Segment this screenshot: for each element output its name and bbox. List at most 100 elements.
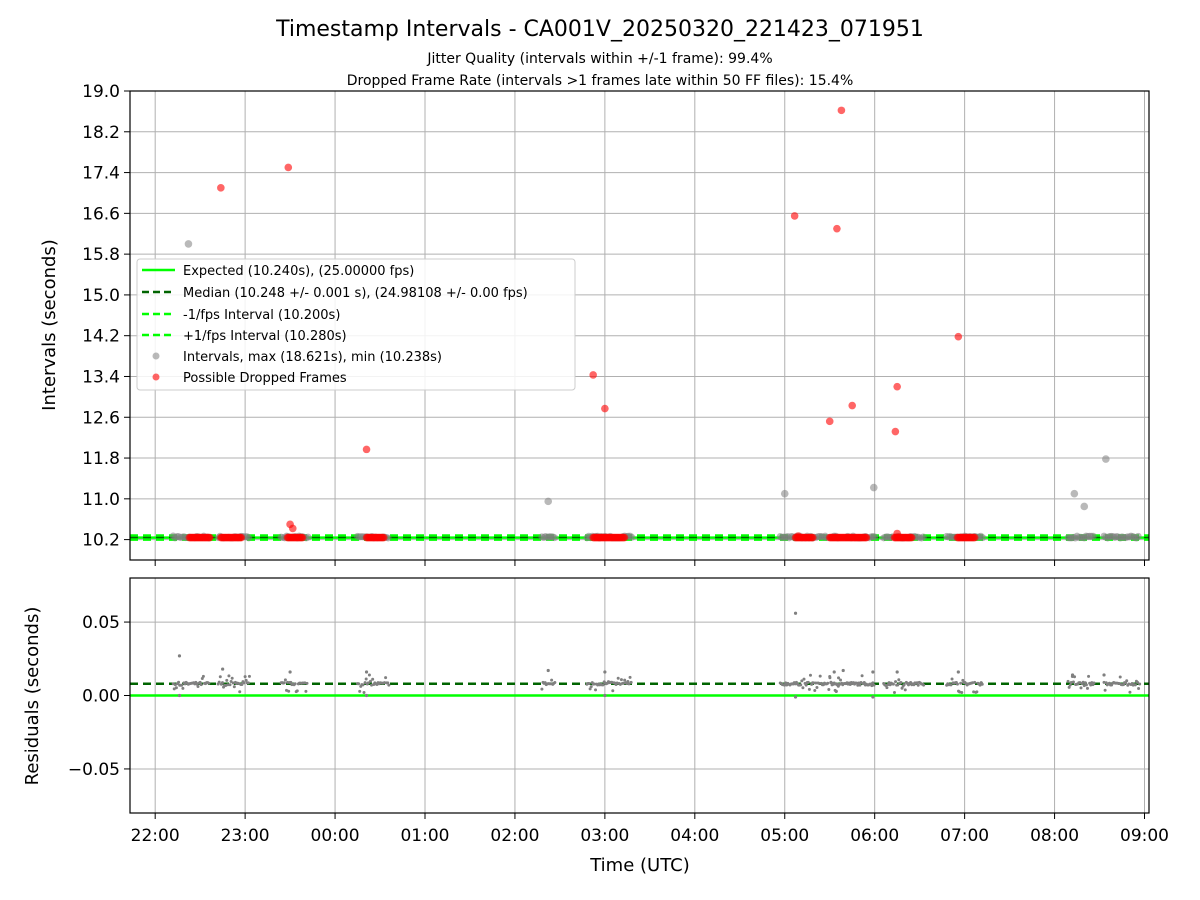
residual-point xyxy=(207,681,211,685)
legend-entry-median: Median (10.248 +/- 0.001 s), (24.98108 +… xyxy=(183,286,528,301)
residual-point xyxy=(897,678,901,682)
residual-point xyxy=(619,678,623,682)
interval-point xyxy=(780,489,789,498)
residual-point xyxy=(247,674,251,678)
residual-point xyxy=(603,670,607,674)
residual-point xyxy=(1133,683,1137,687)
residual-point xyxy=(228,683,232,687)
dropped-frame-point xyxy=(380,533,388,542)
residual-point xyxy=(287,689,291,693)
residual-point xyxy=(361,683,365,687)
residual-point xyxy=(174,686,178,690)
residual-point xyxy=(289,680,293,684)
x-tick-label: 02:00 xyxy=(490,826,539,846)
residual-point xyxy=(629,680,633,684)
interval-point xyxy=(871,533,879,541)
residual-point xyxy=(201,674,205,678)
residual-point xyxy=(364,693,369,698)
bottom-y-tick-label: 0.05 xyxy=(82,613,120,633)
residual-point xyxy=(1079,686,1083,690)
interval-point xyxy=(869,483,878,492)
residual-point xyxy=(218,675,222,679)
residual-point xyxy=(949,683,953,687)
residual-point xyxy=(364,677,368,681)
residual-point xyxy=(832,682,836,686)
residual-point xyxy=(860,674,864,678)
residual-point xyxy=(1138,682,1142,686)
dropped-frame-point xyxy=(825,417,834,426)
x-tick-label: 07:00 xyxy=(940,826,989,846)
residual-point xyxy=(217,680,221,684)
residual-point xyxy=(806,680,810,684)
residual-point xyxy=(623,678,627,682)
residual-point xyxy=(858,683,862,687)
residual-point xyxy=(286,680,290,684)
residual-point xyxy=(227,674,231,678)
residual-point xyxy=(180,683,184,687)
residual-point xyxy=(616,676,620,680)
dropped-frame-point xyxy=(833,224,841,233)
dropped-frame-point xyxy=(237,533,246,542)
residual-point xyxy=(626,679,630,683)
top-y-tick-label: 13.4 xyxy=(82,367,120,387)
interval-point xyxy=(184,240,193,248)
x-tick-label: 06:00 xyxy=(850,826,899,846)
residual-point xyxy=(802,677,806,681)
residual-point xyxy=(871,670,875,674)
legend-swatch-dropped xyxy=(152,373,160,381)
residual-point xyxy=(896,683,900,687)
residual-point xyxy=(1067,685,1071,689)
residual-point xyxy=(799,683,803,687)
interval-point xyxy=(1080,502,1089,511)
dropped-frame-point xyxy=(809,533,817,542)
dropped-frame-point xyxy=(848,401,857,410)
residual-point xyxy=(288,670,292,674)
x-tick-label: 01:00 xyxy=(400,826,449,846)
residual-point xyxy=(628,675,632,679)
top-panel-frame xyxy=(129,90,1150,561)
residual-point xyxy=(1084,683,1088,687)
legend-swatch-intervals xyxy=(152,352,160,360)
residual-point xyxy=(975,690,979,694)
x-tick-label: 03:00 xyxy=(580,826,629,846)
bottom-panel-x-ticks: 22:00 23:00 00:00 01:00 02:00 03:00 04:00 05:00… xyxy=(131,813,1169,846)
residual-point xyxy=(807,687,811,691)
dropped-frame-point xyxy=(970,533,979,542)
residual-point xyxy=(304,689,308,693)
residual-point xyxy=(546,668,550,673)
residual-point xyxy=(885,686,889,690)
bottom-y-tick-label: 0.00 xyxy=(82,687,120,707)
legend-entry-intervals: Intervals, max (18.621s), min (10.238s) xyxy=(183,350,442,365)
legend-entry-expected: Expected (10.240s), (25.00000 fps) xyxy=(183,264,414,279)
x-tick-label: 08:00 xyxy=(1030,826,1079,846)
residual-point xyxy=(1068,683,1072,687)
residual-point xyxy=(961,678,965,682)
residual-point xyxy=(592,682,596,686)
top-y-tick-label: 14.2 xyxy=(82,327,120,347)
dropped-frame-point xyxy=(601,404,609,413)
residual-point xyxy=(611,689,615,693)
residual-point xyxy=(363,681,367,685)
residual-point xyxy=(856,683,860,687)
residual-point xyxy=(1137,686,1141,690)
residual-point xyxy=(603,693,607,698)
x-tick-label: 00:00 xyxy=(311,826,360,846)
residual-point xyxy=(358,689,362,693)
residual-point xyxy=(862,681,866,685)
residual-point xyxy=(243,675,247,679)
top-y-tick-label: 12.6 xyxy=(82,408,120,428)
residual-point xyxy=(815,685,819,689)
dropped-frame-point xyxy=(790,212,799,220)
residual-point xyxy=(367,673,371,677)
residual-point xyxy=(601,683,605,687)
residual-point xyxy=(540,687,544,691)
interval-point xyxy=(544,497,553,506)
residual-point xyxy=(1070,673,1075,677)
dropped-frame-point xyxy=(837,106,846,115)
residual-point xyxy=(871,695,875,699)
residual-point xyxy=(587,682,591,686)
dropped-frame-point xyxy=(362,445,371,454)
residual-point xyxy=(364,670,369,674)
residual-point xyxy=(371,677,375,681)
residual-point xyxy=(1071,680,1075,684)
